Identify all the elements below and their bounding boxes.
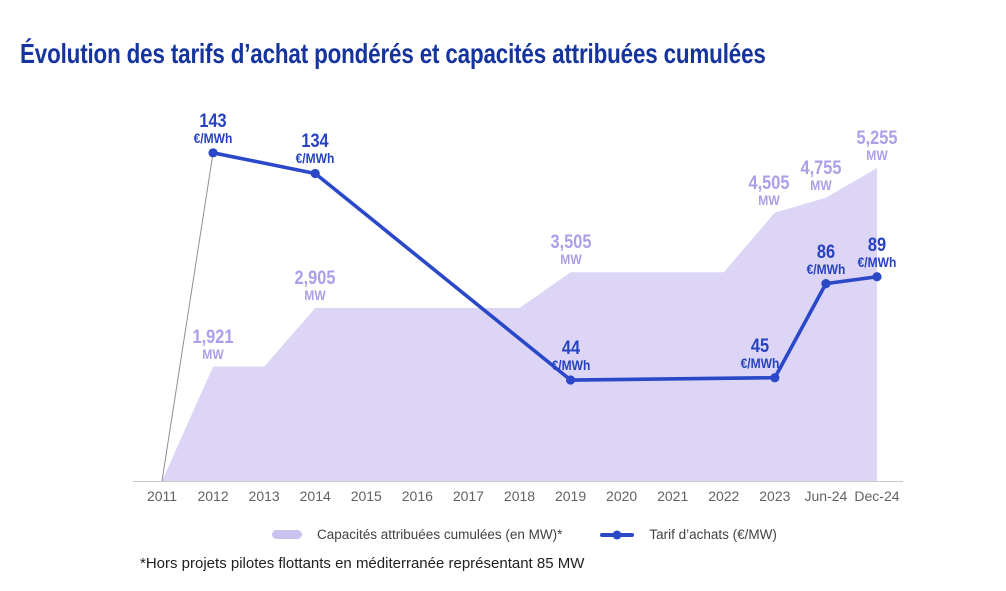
x-tick-2016: 2016 xyxy=(401,488,433,504)
area-value-label-Jun-24: 4,755 MW xyxy=(800,157,842,193)
legend: Capacités attribuées cumulées (en MW)* T… xyxy=(272,527,777,542)
x-tick-2019: 2019 xyxy=(554,488,587,504)
line-value-label-2014: 134 €/MWh xyxy=(295,131,335,167)
x-tick-2012: 2012 xyxy=(197,488,229,504)
tariff-connector-line xyxy=(161,152,214,482)
legend-item-capacity: Capacités attribuées cumulées (en MW)* xyxy=(272,527,562,542)
x-axis-line xyxy=(133,481,903,482)
x-tick-Jun-24: Jun-24 xyxy=(804,488,848,504)
x-tick-2021: 2021 xyxy=(657,488,689,504)
line-value-label-2019: 44 €/MWh xyxy=(551,338,590,374)
tariff-point-2023 xyxy=(770,373,780,383)
area-value-label-Dec-24: 5,255 MW xyxy=(856,128,898,163)
x-tick-Dec-24: Dec-24 xyxy=(854,488,900,504)
area-value-label-2019: 3,505 MW xyxy=(550,232,591,268)
tariff-point-2019 xyxy=(565,375,576,385)
line-value-label-Jun-24: 86 €/MWh xyxy=(806,241,846,277)
tariff-line-icon xyxy=(600,530,635,539)
line-value-label-2012: 143 €/MWh xyxy=(193,110,233,146)
x-tick-2017: 2017 xyxy=(452,488,484,504)
x-tick-2023: 2023 xyxy=(759,488,791,504)
capacity-swatch-icon xyxy=(272,530,302,539)
line-value-label-Dec-24: 89 €/MWh xyxy=(857,234,897,270)
x-tick-2018: 2018 xyxy=(503,488,536,504)
x-tick-2020: 2020 xyxy=(606,488,638,504)
tariff-point-Dec-24 xyxy=(872,272,882,282)
x-tick-2015: 2015 xyxy=(350,488,382,504)
x-tick-2013: 2013 xyxy=(248,488,280,504)
x-tick-2022: 2022 xyxy=(708,488,740,504)
tariff-point-Jun-24 xyxy=(821,279,831,289)
tariff-dot-icon xyxy=(612,530,622,539)
area-value-label-2023: 4,505 MW xyxy=(748,172,790,208)
tariff-point-2014 xyxy=(310,168,320,179)
area-value-label-2012: 1,921 MW xyxy=(192,326,234,362)
tariff-line xyxy=(211,151,879,382)
line-value-label-2023: 45 €/MWh xyxy=(740,335,780,371)
legend-item-tariff: Tarif d’achats (€/MW) xyxy=(600,527,777,542)
x-tick-2014: 2014 xyxy=(299,488,331,504)
area-value-label-2014: 2,905 MW xyxy=(294,267,336,303)
page-title: Évolution des tarifs d’achat pondérés et… xyxy=(20,38,766,69)
x-tick-2011: 2011 xyxy=(146,488,178,504)
tariff-point-2012 xyxy=(208,148,218,158)
footnote: *Hors projets pilotes flottants en médit… xyxy=(140,555,585,572)
legend-label-capacity: Capacités attribuées cumulées (en MW)* xyxy=(317,527,563,542)
capacity-area xyxy=(162,168,877,481)
legend-label-tariff: Tarif d’achats (€/MW) xyxy=(649,527,777,542)
